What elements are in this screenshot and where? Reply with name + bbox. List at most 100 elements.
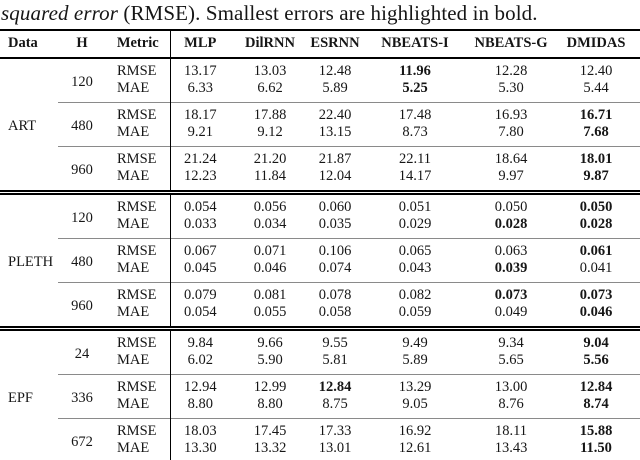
value-cell: 9.21 [169,124,230,147]
value-cell: 8.80 [257,396,283,412]
table-row: MAE 13.30 13.32 13.01 12.61 13.43 11.50 [0,440,640,460]
column-header-nbeats-g: NBEATS-G [470,30,552,59]
metric-label: MAE [117,168,150,184]
horizon-label: 120 [58,190,106,239]
value-cell: 21.24 [169,146,230,168]
value-cell: 18.11 [470,418,552,440]
horizon-label: 672 [58,418,106,460]
table-row: 960 RMSE 21.24 21.20 21.87 22.11 18.64 18.01 [0,146,640,193]
horizon-label: 120 [71,74,93,90]
value-cell: 13.29 [360,374,470,396]
value-cell: 0.028 [494,216,528,232]
metric-label: RMSE [106,374,170,396]
metric-label: MAE [117,216,150,232]
value-cell: 5.25 [402,80,428,96]
metric-label: MAE [117,260,150,276]
value-cell: 8.73 [402,124,428,140]
value-cell: 16.71 [552,102,640,124]
value-cell: 0.039 [494,260,528,276]
dataset-label: PLETH [0,190,58,329]
metric-label: MAE [117,352,150,368]
value-cell: 0.056 [230,190,310,216]
value-cell: 15.88 [552,418,640,440]
value-cell: 22.11 [360,146,470,168]
value-cell: 9.84 [169,326,230,352]
value-cell: 0.051 [360,190,470,216]
value-cell: 0.073 [552,282,640,304]
value-cell: 0.029 [398,216,432,232]
column-header-data: Data [0,30,58,59]
table-row: 672 RMSE 18.03 17.45 17.33 16.92 18.11 15.88 [0,418,640,460]
value-cell: 13.01 [318,440,352,456]
value-cell: 0.059 [398,304,432,320]
value-cell: 12.84 [310,374,360,396]
value-cell: 0.078 [310,282,360,304]
value-cell: 5.90 [257,352,283,368]
value-cell: 13.43 [494,440,528,456]
value-cell: 0.050 [552,190,640,216]
metric-label: RMSE [117,63,157,79]
value-cell: 0.058 [318,304,352,320]
horizon-label: 336 [58,374,106,419]
value-cell: 21.20 [230,146,310,168]
table-row: MAE 12.23 11.84 12.04 14.17 9.97 9.87 [0,168,640,193]
metric-label: MAE [117,304,150,320]
table-row: 480 RMSE 0.067 0.071 0.106 0.065 0.063 0.061 [0,238,640,283]
value-cell: 6.33 [169,80,230,103]
value-cell: 0.079 [169,282,230,304]
value-cell: 0.034 [253,216,287,232]
value-cell: 0.067 [169,238,230,260]
value-cell: 0.071 [230,238,310,260]
dataset-label: EPF [0,326,58,460]
metric-label: MAE [117,440,150,456]
value-cell: 5.44 [583,80,609,96]
value-cell: 9.87 [583,168,609,184]
value-cell: 13.00 [470,374,552,396]
value-cell: 0.054 [169,304,230,329]
value-cell: 0.081 [230,282,310,304]
value-cell: 9.05 [402,396,428,412]
value-cell: 8.76 [498,396,524,412]
header-row: Data H Metric MLP DilRNN ESRNN NBEATS-I … [0,30,640,59]
column-header-dmidas: DMIDAS [552,30,640,59]
metric-label: RMSE [106,190,170,216]
value-cell: 21.87 [310,146,360,168]
value-cell: 5.65 [498,352,524,368]
value-cell: 5.89 [402,352,428,368]
table-row: MAE 6.02 5.90 5.81 5.89 5.65 5.56 [0,352,640,375]
value-cell: 5.81 [322,352,348,368]
horizon-label: 960 [58,282,106,329]
value-cell: 13.03 [253,63,287,79]
table-row: 960 RMSE 0.079 0.081 0.078 0.082 0.073 0.073 [0,282,640,329]
value-cell: 0.055 [253,304,287,320]
value-cell: 17.45 [230,418,310,440]
value-cell: 12.23 [169,168,230,193]
value-cell: 17.88 [230,102,310,124]
value-cell: 0.054 [169,190,230,216]
value-cell: 9.66 [230,326,310,352]
value-cell: 12.28 [494,63,528,79]
value-cell: 0.082 [360,282,470,304]
value-cell: 18.64 [470,146,552,168]
table-row: MAE 0.033 0.034 0.035 0.029 0.028 0.028 [0,216,640,239]
value-cell: 7.68 [583,124,609,140]
value-cell: 18.03 [169,418,230,440]
metric-label: MAE [117,396,150,412]
table-row: PLETH 120 RMSE 0.054 0.056 0.060 0.051 0.050 0.0… [0,190,640,329]
value-cell: 12.94 [169,374,230,396]
value-cell: 11.84 [253,168,287,184]
value-cell: 12.04 [318,168,352,184]
metric-label: RMSE [106,238,170,260]
metric-label: RMSE [106,102,170,124]
value-cell: 0.041 [579,260,613,276]
value-cell: 0.060 [310,190,360,216]
value-cell: 18.17 [169,102,230,124]
value-cell: 0.046 [579,304,613,320]
table-row: MAE 9.21 9.12 13.15 8.73 7.80 7.68 [0,124,640,147]
value-cell: 9.04 [552,326,640,352]
results-table: Data H Metric MLP DilRNN ESRNN NBEATS-I … [0,29,640,460]
value-cell: 0.028 [579,216,613,232]
value-cell: 8.80 [169,396,230,419]
value-cell: 12.40 [579,63,613,79]
column-header-dilrnn: DilRNN [230,30,310,59]
